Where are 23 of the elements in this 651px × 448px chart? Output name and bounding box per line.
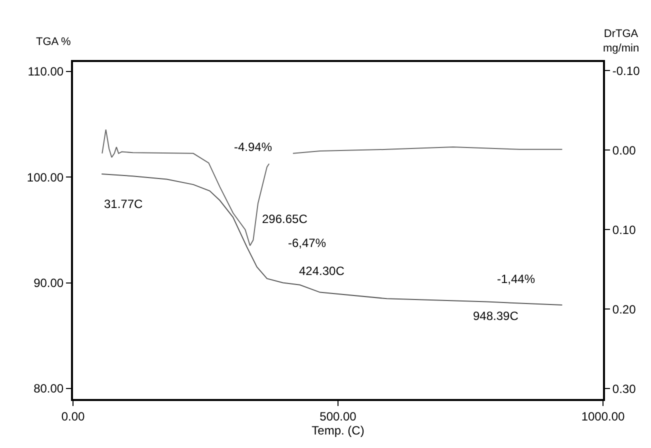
y-tick-label: 100.00 <box>26 170 64 184</box>
annotation: 296.65C <box>262 212 308 226</box>
x-tick-label: 500.00 <box>320 409 357 424</box>
y2-axis-title: DrTGA mg/min <box>603 28 640 54</box>
y2-tick-label: 0.20 <box>612 302 636 316</box>
line-series <box>101 173 563 306</box>
x-tick-label: 0.00 <box>61 409 85 424</box>
y2-tick-label: 0.00 <box>612 143 636 158</box>
annotation: -6,47% <box>288 236 326 250</box>
annotation: 424.30C <box>299 264 345 278</box>
y-axis-title: TGA % <box>36 36 72 48</box>
annotation: 31.77C <box>104 197 144 211</box>
y-tick-label: 110.00 <box>28 64 64 79</box>
y2-tick-label: 0.30 <box>612 382 636 396</box>
annotation: 948.39C <box>473 309 519 323</box>
x-tick-label: 1000.00 <box>581 409 626 424</box>
y2-tick-label: -0.10 <box>612 64 640 78</box>
y-tick-label: 90.00 <box>34 276 64 290</box>
y2-tick-label: 0.10 <box>612 222 636 237</box>
y-tick-label: 80.00 <box>34 382 64 396</box>
annotation: -4.94% <box>234 140 272 154</box>
annotation: -1,44% <box>497 272 536 286</box>
x-axis-title: Temp. (C) <box>312 423 364 438</box>
